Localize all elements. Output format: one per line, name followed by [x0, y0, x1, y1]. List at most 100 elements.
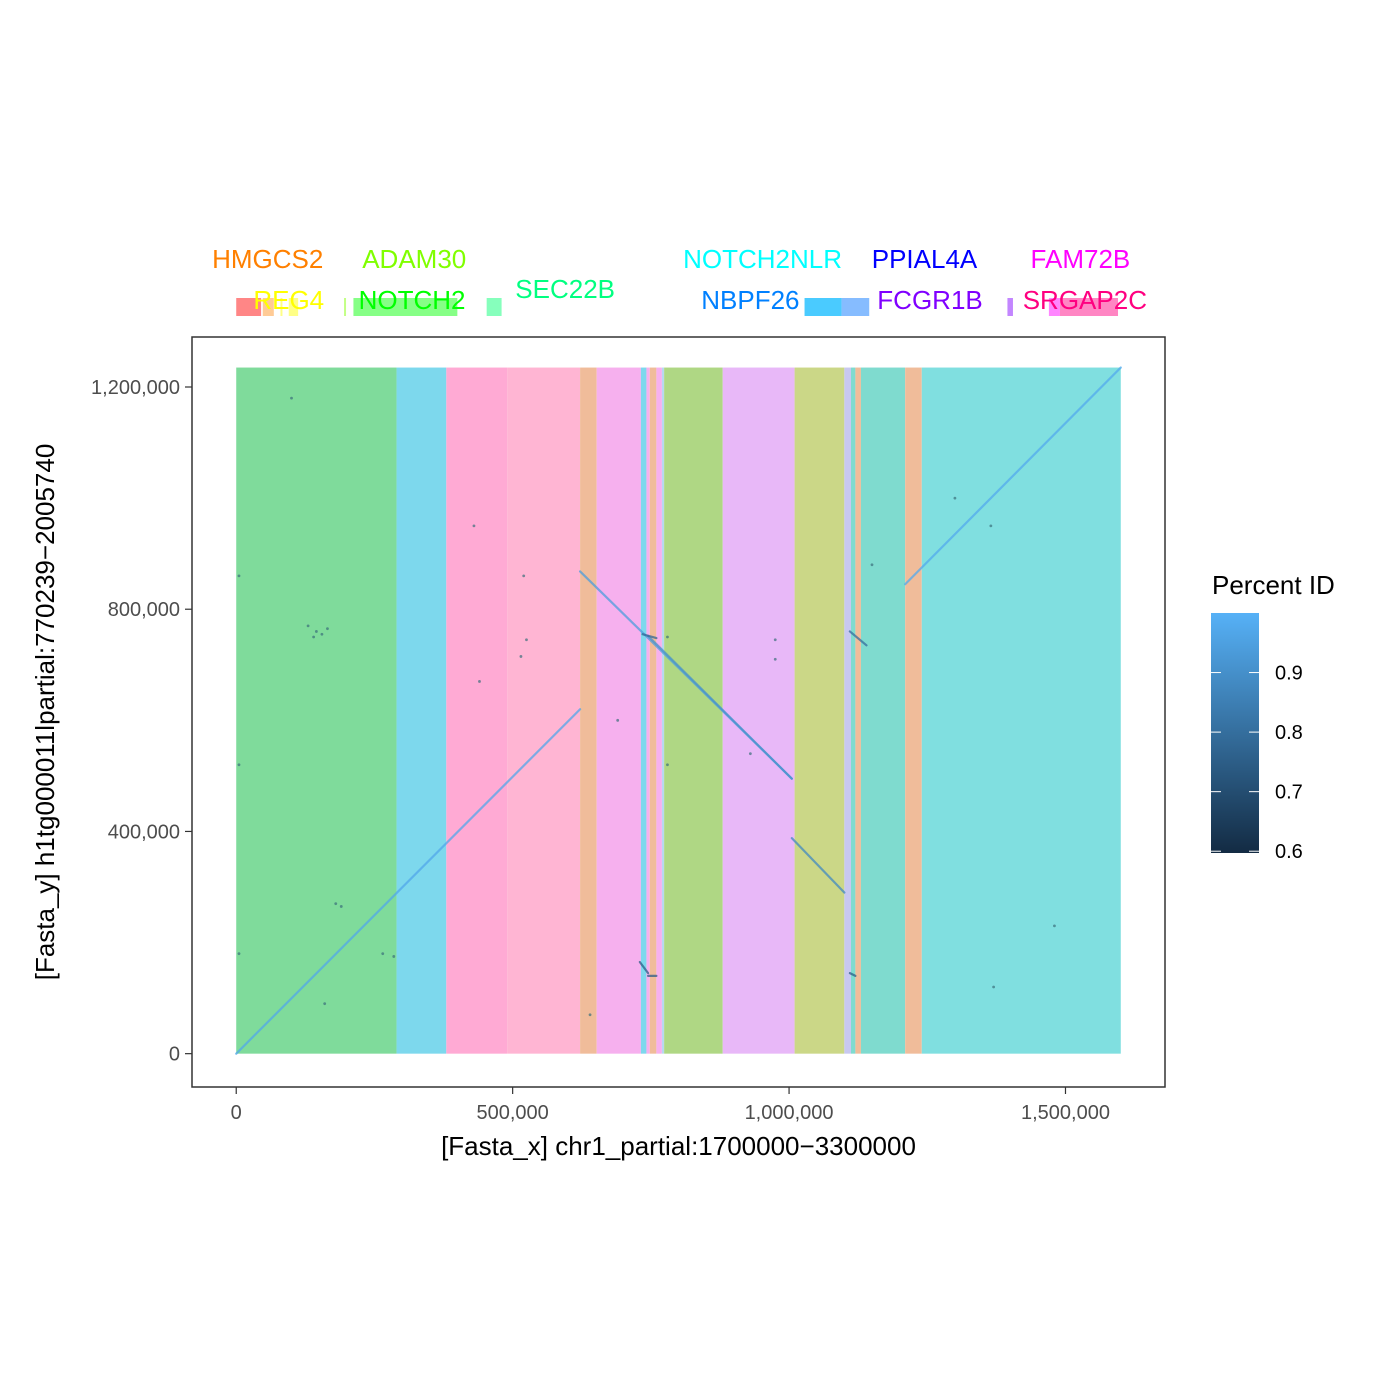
- alignment-dot: [588, 1013, 592, 1017]
- alignment-dot: [870, 563, 874, 567]
- alignment-dot: [478, 680, 481, 683]
- alignment-dot: [334, 902, 338, 906]
- alignment-dot: [773, 638, 777, 642]
- alignment-segment: [904, 366, 1122, 586]
- gene-label: NOTCH2NLR: [683, 244, 842, 274]
- alignment-dot: [522, 574, 526, 578]
- background-band: [722, 367, 795, 1054]
- background-band: [580, 367, 597, 1054]
- alignment-segment: [235, 708, 582, 1055]
- alignment-dot: [953, 496, 957, 500]
- legend-tick-label: 0.6: [1275, 841, 1303, 863]
- alignment-dot: [237, 763, 241, 767]
- y-tick-label: 400,000: [108, 821, 180, 843]
- gene-bar: [288, 298, 299, 316]
- legend-colorbar: [1211, 613, 1259, 853]
- background-band: [905, 367, 922, 1054]
- alignment-segment: [790, 837, 846, 894]
- gene-label: HMGCS2: [212, 244, 323, 274]
- background-band: [507, 367, 581, 1054]
- gene-label: FAM72B: [1031, 244, 1131, 274]
- gene-label: PPIAL4A: [872, 244, 978, 274]
- gene-bar: [280, 298, 283, 316]
- background-band: [860, 367, 906, 1054]
- gene-bar: [1048, 298, 1060, 316]
- background-bands: [236, 367, 1121, 1054]
- alignment-dot: [519, 655, 523, 658]
- alignment-segment: [848, 972, 857, 977]
- background-band: [664, 367, 723, 1054]
- alignment-dot: [312, 635, 316, 639]
- percent-id-legend: Percent ID 0.6 0.7 0.8 0.9: [1211, 570, 1335, 863]
- background-band: [446, 367, 508, 1054]
- alignment-dot: [314, 630, 318, 633]
- background-band: [844, 367, 851, 1054]
- gene-bar: [1007, 298, 1013, 316]
- alignment-dot: [339, 905, 343, 908]
- background-band: [649, 367, 657, 1054]
- background-band: [921, 367, 1121, 1054]
- legend-tick-label: 0.9: [1275, 663, 1303, 685]
- gene-bar: [841, 298, 870, 316]
- alignment-dot: [1053, 924, 1056, 928]
- background-band: [640, 367, 647, 1054]
- alignment-dot: [290, 396, 293, 400]
- gene-label: FCGR1B: [877, 285, 982, 315]
- alignment-dot: [326, 627, 329, 631]
- alignment-dot: [381, 952, 385, 956]
- alignment-dot: [666, 763, 669, 767]
- legend-tick-label: 0.8: [1275, 722, 1303, 744]
- background-band: [596, 367, 641, 1054]
- alignment-dot: [306, 624, 310, 628]
- gene-bar: [262, 298, 274, 316]
- gene-bar: [804, 298, 842, 316]
- background-band: [656, 367, 662, 1054]
- alignment-dot: [992, 985, 996, 989]
- alignment-dot: [237, 952, 241, 956]
- alignment-dot: [616, 718, 620, 722]
- alignment-hits: [235, 366, 1122, 1055]
- alignment-dot: [525, 638, 528, 642]
- background-band: [646, 367, 650, 1054]
- gene-label: ADAM30: [362, 244, 466, 274]
- alignment-dot: [320, 632, 324, 636]
- gene-bar: [486, 298, 502, 316]
- x-tick-label: 1,500,000: [1021, 1102, 1110, 1124]
- alignment-dot: [237, 574, 241, 578]
- gene-label: SRGAP2C: [1023, 285, 1147, 315]
- y-tick-label: 1,200,000: [91, 377, 180, 399]
- gene-bar: [344, 298, 347, 316]
- x-axis-title: [Fasta_x] chr1_partial:1700000−3300000: [441, 1131, 916, 1161]
- gene-label: REG4: [253, 285, 324, 315]
- legend-tick-label: 0.7: [1275, 782, 1303, 804]
- background-band: [396, 367, 447, 1054]
- alignment-dot: [666, 635, 669, 639]
- gene-annotation-track: HMGCS2 ADAM30 NOTCH2NLR PPIAL4A FAM72B SEC22B…: [212, 244, 1147, 316]
- alignment-dot: [323, 1002, 327, 1006]
- alignment-segment: [848, 630, 868, 647]
- alignment-dot: [748, 752, 752, 756]
- x-tick-label: 500,000: [476, 1102, 548, 1124]
- y-axis: 0 400,000 800,000 1,200,000: [91, 377, 192, 1066]
- alignment-segment: [638, 960, 650, 975]
- x-tick-label: 1,000,000: [745, 1102, 834, 1124]
- gene-bar: [236, 298, 262, 316]
- panel-border: [191, 336, 1166, 1088]
- y-tick-label: 0: [169, 1044, 180, 1066]
- background-band: [661, 367, 665, 1054]
- y-tick-label: 800,000: [108, 599, 180, 621]
- gene-label: NBPF26: [701, 285, 799, 315]
- background-band: [855, 367, 861, 1054]
- y-axis-title: [Fasta_y] h1tg000011lpartial:770239−2005…: [30, 444, 60, 981]
- x-tick-label: 0: [231, 1102, 242, 1124]
- background-band: [850, 367, 856, 1054]
- gene-bar: [1059, 298, 1119, 316]
- alignment-dot: [773, 657, 777, 661]
- x-axis: 0 500,000 1,000,000 1,500,000: [231, 1087, 1110, 1124]
- background-band: [236, 367, 397, 1054]
- alignment-segment: [646, 634, 793, 780]
- legend-ticks: 0.6 0.7 0.8 0.9: [1211, 663, 1303, 863]
- gene-bar: [353, 298, 458, 316]
- alignment-dot: [989, 524, 993, 528]
